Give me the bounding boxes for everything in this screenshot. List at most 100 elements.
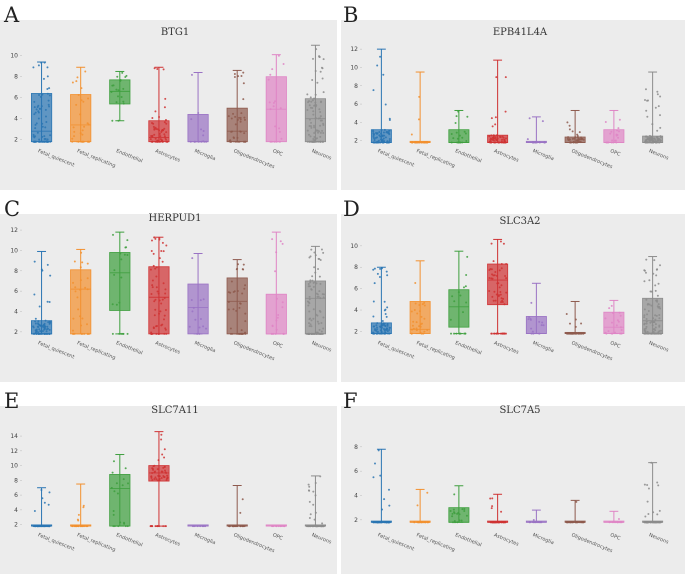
data-point (576, 133, 579, 136)
data-point (282, 525, 285, 528)
panel-header-strip (341, 386, 685, 406)
data-point (659, 95, 662, 98)
box-astrocytes (487, 493, 509, 524)
data-point (492, 299, 495, 302)
data-point (650, 139, 653, 142)
data-point (538, 320, 541, 323)
data-point (465, 514, 468, 517)
box-opc (265, 524, 287, 528)
data-point (651, 324, 654, 327)
data-point (499, 240, 502, 243)
data-point (651, 141, 654, 144)
data-point (309, 106, 312, 109)
data-point (157, 459, 160, 462)
data-point (418, 304, 421, 307)
box-fetal-quiescent (30, 250, 53, 335)
y-tick-label: 12 (10, 227, 18, 234)
data-point (494, 123, 497, 126)
data-point (77, 308, 80, 311)
data-point (236, 136, 239, 139)
data-point (165, 244, 168, 247)
data-point (315, 292, 318, 295)
data-point (571, 137, 574, 140)
data-point (373, 282, 376, 285)
data-point (379, 267, 382, 270)
data-point (161, 241, 164, 244)
category-label: OPC (609, 340, 621, 350)
y-tick-label: 4 (354, 119, 358, 126)
data-point (619, 326, 622, 329)
box-endothelial (109, 231, 131, 335)
data-point (46, 92, 49, 95)
box-neurons (304, 44, 327, 143)
data-point (497, 294, 500, 297)
data-point (151, 286, 154, 289)
data-point (505, 291, 508, 294)
data-point (77, 525, 80, 528)
data-point (306, 129, 309, 132)
data-point (383, 309, 386, 312)
data-point (376, 141, 379, 144)
data-point (240, 332, 243, 335)
panel-title: SLC7A5 (499, 405, 540, 416)
data-point (154, 298, 157, 301)
data-point (460, 519, 463, 522)
data-point (199, 525, 202, 528)
data-point (237, 263, 239, 266)
data-point (315, 313, 318, 316)
data-point (502, 141, 505, 144)
data-point (155, 275, 158, 278)
data-point (75, 80, 78, 83)
data-point (80, 99, 83, 102)
data-point (154, 110, 157, 113)
data-point (527, 318, 530, 321)
data-point (80, 87, 83, 90)
data-point (654, 314, 657, 317)
data-point (499, 291, 502, 294)
data-point (646, 115, 649, 118)
data-point (112, 510, 115, 513)
box-fetal-replicating (409, 260, 431, 335)
data-point (81, 525, 84, 528)
data-point (465, 273, 468, 276)
data-point (153, 478, 156, 481)
data-point (244, 332, 247, 335)
box-opc (603, 510, 625, 524)
data-point (574, 325, 577, 328)
data-point (532, 521, 535, 524)
data-point (197, 112, 200, 115)
data-point (80, 251, 83, 254)
data-point (243, 525, 246, 528)
data-point (39, 324, 42, 327)
data-point (71, 329, 74, 332)
data-point (611, 332, 614, 335)
data-point (35, 108, 38, 111)
box-neurons (304, 245, 327, 335)
data-point (311, 79, 314, 82)
data-point (654, 318, 657, 321)
data-point (241, 292, 244, 295)
data-point (34, 320, 37, 323)
data-point (166, 476, 169, 479)
data-point (155, 286, 158, 289)
data-point (375, 332, 378, 335)
data-point (656, 129, 659, 132)
data-point (383, 134, 386, 137)
data-point (381, 320, 384, 323)
data-point (420, 332, 423, 335)
data-point (163, 466, 166, 469)
data-point (269, 140, 272, 143)
data-point (239, 118, 242, 121)
data-point (580, 136, 583, 139)
data-point (242, 82, 245, 85)
data-point (322, 91, 325, 94)
y-tick-label: 6 (14, 288, 18, 295)
data-point (309, 135, 312, 138)
data-point (649, 137, 652, 140)
data-point (242, 71, 245, 74)
data-point (461, 508, 464, 511)
data-point (308, 318, 311, 321)
data-point (165, 479, 168, 482)
data-point (318, 258, 321, 261)
data-point (499, 293, 502, 296)
